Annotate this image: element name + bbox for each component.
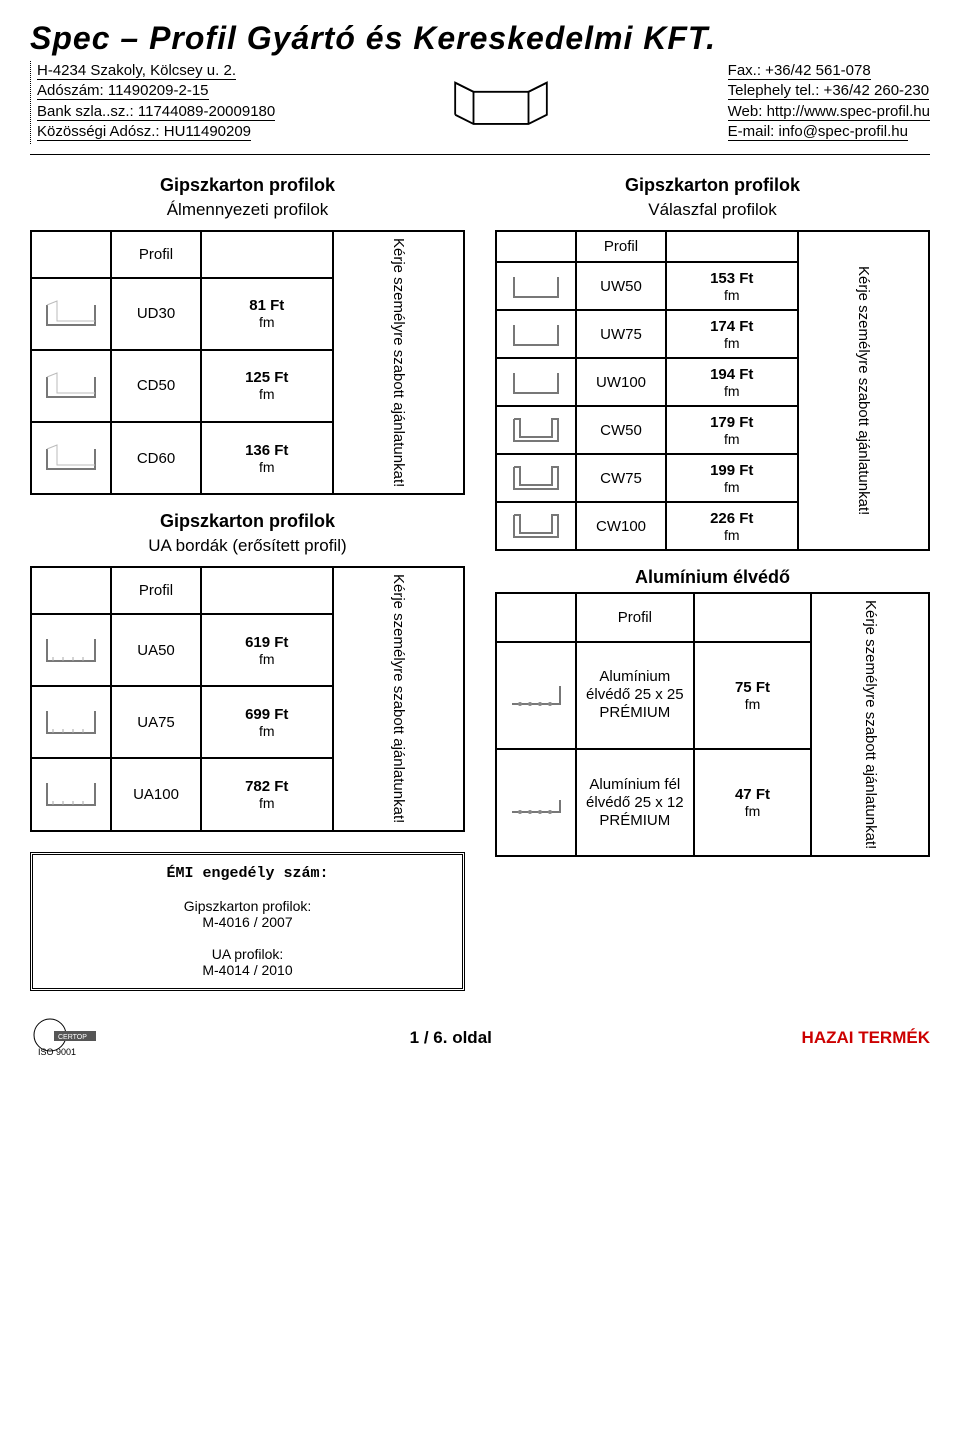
section-subtitle: Válaszfal profilok: [495, 200, 930, 220]
profile-price: 174 Ftfm: [666, 310, 798, 358]
header-separator: [30, 154, 930, 155]
profile-image-cell: [496, 310, 576, 358]
ceiling-profiles-table: Profil Kérje személyre szabott ajánlatun…: [30, 230, 465, 495]
profile-image-cell: [31, 278, 111, 350]
profile-image-cell: [31, 422, 111, 494]
profile-name: UA50: [111, 614, 201, 686]
profile-name: UD30: [111, 278, 201, 350]
section-subtitle: Álmennyezeti profilok: [30, 200, 465, 220]
section-title: Gipszkarton profilok: [30, 511, 465, 532]
cta-vertical-text: Kérje személyre szabott ajánlatunkat!: [798, 231, 930, 550]
profile-image-cell: [496, 358, 576, 406]
profile-name: UW100: [576, 358, 666, 406]
iso-text: ISO 9001: [38, 1047, 76, 1057]
table-header-blank: [666, 231, 798, 262]
profile-name: CD50: [111, 350, 201, 422]
profile-name: UW75: [576, 310, 666, 358]
header-line: Web: http://www.spec-profil.hu: [728, 103, 930, 121]
permit-line: M-4014 / 2010: [43, 962, 452, 978]
section-title: Alumínium élvédő: [495, 567, 930, 588]
section-title: Gipszkarton profilok: [30, 175, 465, 196]
header-right-column: Fax.: +36/42 561-078 Telephely tel.: +36…: [728, 61, 930, 142]
profile-name: CD60: [111, 422, 201, 494]
profile-price: 782 Ftfm: [201, 758, 333, 830]
table-header-blank: [31, 567, 111, 614]
profile-name: UA100: [111, 758, 201, 830]
header-left-column: H-4234 Szakoly, Kölcsey u. 2. Adószám: 1…: [37, 61, 275, 142]
page-number: 1 / 6. oldal: [410, 1028, 492, 1048]
profile-image-cell: [31, 350, 111, 422]
footer-row: CERTOP ISO 9001 1 / 6. oldal HAZAI TERMÉ…: [30, 1017, 930, 1059]
profile-price: 199 Ftfm: [666, 454, 798, 502]
permit-title: ÉMI engedély szám:: [43, 865, 452, 882]
profile-price: 125 Ftfm: [201, 350, 333, 422]
permit-line: Gipszkarton profilok:: [43, 898, 452, 914]
profile-name: UA75: [111, 686, 201, 758]
profile-price: 226 Ftfm: [666, 502, 798, 550]
profile-price: 75 Ftfm: [694, 642, 812, 749]
header-info-row: H-4234 Szakoly, Kölcsey u. 2. Adószám: 1…: [30, 61, 930, 144]
iso-badge: CERTOP ISO 9001: [30, 1017, 100, 1059]
cta-vertical-text: Kérje személyre szabott ajánlatunkat!: [333, 231, 465, 494]
table-header-profile: Profil: [111, 231, 201, 278]
profile-image-cell: [496, 502, 576, 550]
profile-name: CW100: [576, 502, 666, 550]
header-line: Bank szla..sz.: 11744089-20009180: [37, 103, 275, 121]
table-header-blank: [201, 567, 333, 614]
header-profile-illustration: [446, 61, 556, 144]
profile-image-cell: [31, 614, 111, 686]
table-header-blank: [31, 231, 111, 278]
profile-name: Alumínium élvédő 25 x 25 PRÉMIUM: [576, 642, 694, 749]
profile-name: CW75: [576, 454, 666, 502]
header-line: Fax.: +36/42 561-078: [728, 62, 871, 80]
table-header-blank: [201, 231, 333, 278]
header-line: Telephely tel.: +36/42 260-230: [728, 82, 929, 100]
cta-vertical-text: Kérje személyre szabott ajánlatunkat!: [811, 593, 929, 856]
table-header-profile: Profil: [576, 231, 666, 262]
profile-image-cell: [496, 262, 576, 310]
header-line: Adószám: 11490209-2-15: [37, 82, 209, 100]
table-header-blank: [496, 593, 576, 642]
profile-price: 699 Ftfm: [201, 686, 333, 758]
profile-price: 153 Ftfm: [666, 262, 798, 310]
header-line: H-4234 Szakoly, Kölcsey u. 2.: [37, 62, 236, 80]
profile-image-cell: [31, 758, 111, 830]
section-subtitle: UA bordák (erősített profil): [30, 536, 465, 556]
section-title: Gipszkarton profilok: [495, 175, 930, 196]
header-line: E-mail: info@spec-profil.hu: [728, 123, 908, 141]
profile-image-cell: [496, 406, 576, 454]
profile-name: UW50: [576, 262, 666, 310]
table-header-profile: Profil: [576, 593, 694, 642]
profile-price: 619 Ftfm: [201, 614, 333, 686]
brand-label: HAZAI TERMÉK: [802, 1028, 930, 1048]
profile-image-cell: [31, 686, 111, 758]
profile-price: 194 Ftfm: [666, 358, 798, 406]
profile-price: 179 Ftfm: [666, 406, 798, 454]
table-header-profile: Profil: [111, 567, 201, 614]
profile-price: 136 Ftfm: [201, 422, 333, 494]
cta-vertical-text: Kérje személyre szabott ajánlatunkat!: [333, 567, 465, 830]
profile-price: 47 Ftfm: [694, 749, 812, 856]
partition-profiles-table: Profil Kérje személyre szabott ajánlatun…: [495, 230, 930, 551]
header-line: Közösségi Adósz.: HU11490209: [37, 123, 251, 141]
profile-image-cell: [496, 749, 576, 856]
profile-image-cell: [496, 454, 576, 502]
permit-line: M-4016 / 2007: [43, 914, 452, 930]
profile-name: Alumínium fél élvédő 25 x 12 PRÉMIUM: [576, 749, 694, 856]
profile-name: CW50: [576, 406, 666, 454]
permit-box: ÉMI engedély szám: Gipszkarton profilok:…: [30, 852, 465, 991]
profile-price: 81 Ftfm: [201, 278, 333, 350]
profile-image-cell: [496, 642, 576, 749]
permit-line: UA profilok:: [43, 946, 452, 962]
ua-profiles-table: Profil Kérje személyre szabott ajánlatun…: [30, 566, 465, 831]
company-logo-text: Spec – Profil Gyártó és Kereskedelmi KFT…: [30, 20, 930, 57]
svg-text:CERTOP: CERTOP: [58, 1034, 87, 1041]
edge-protector-table: Profil Kérje személyre szabott ajánlatun…: [495, 592, 930, 857]
table-header-blank: [496, 231, 576, 262]
table-header-blank: [694, 593, 812, 642]
